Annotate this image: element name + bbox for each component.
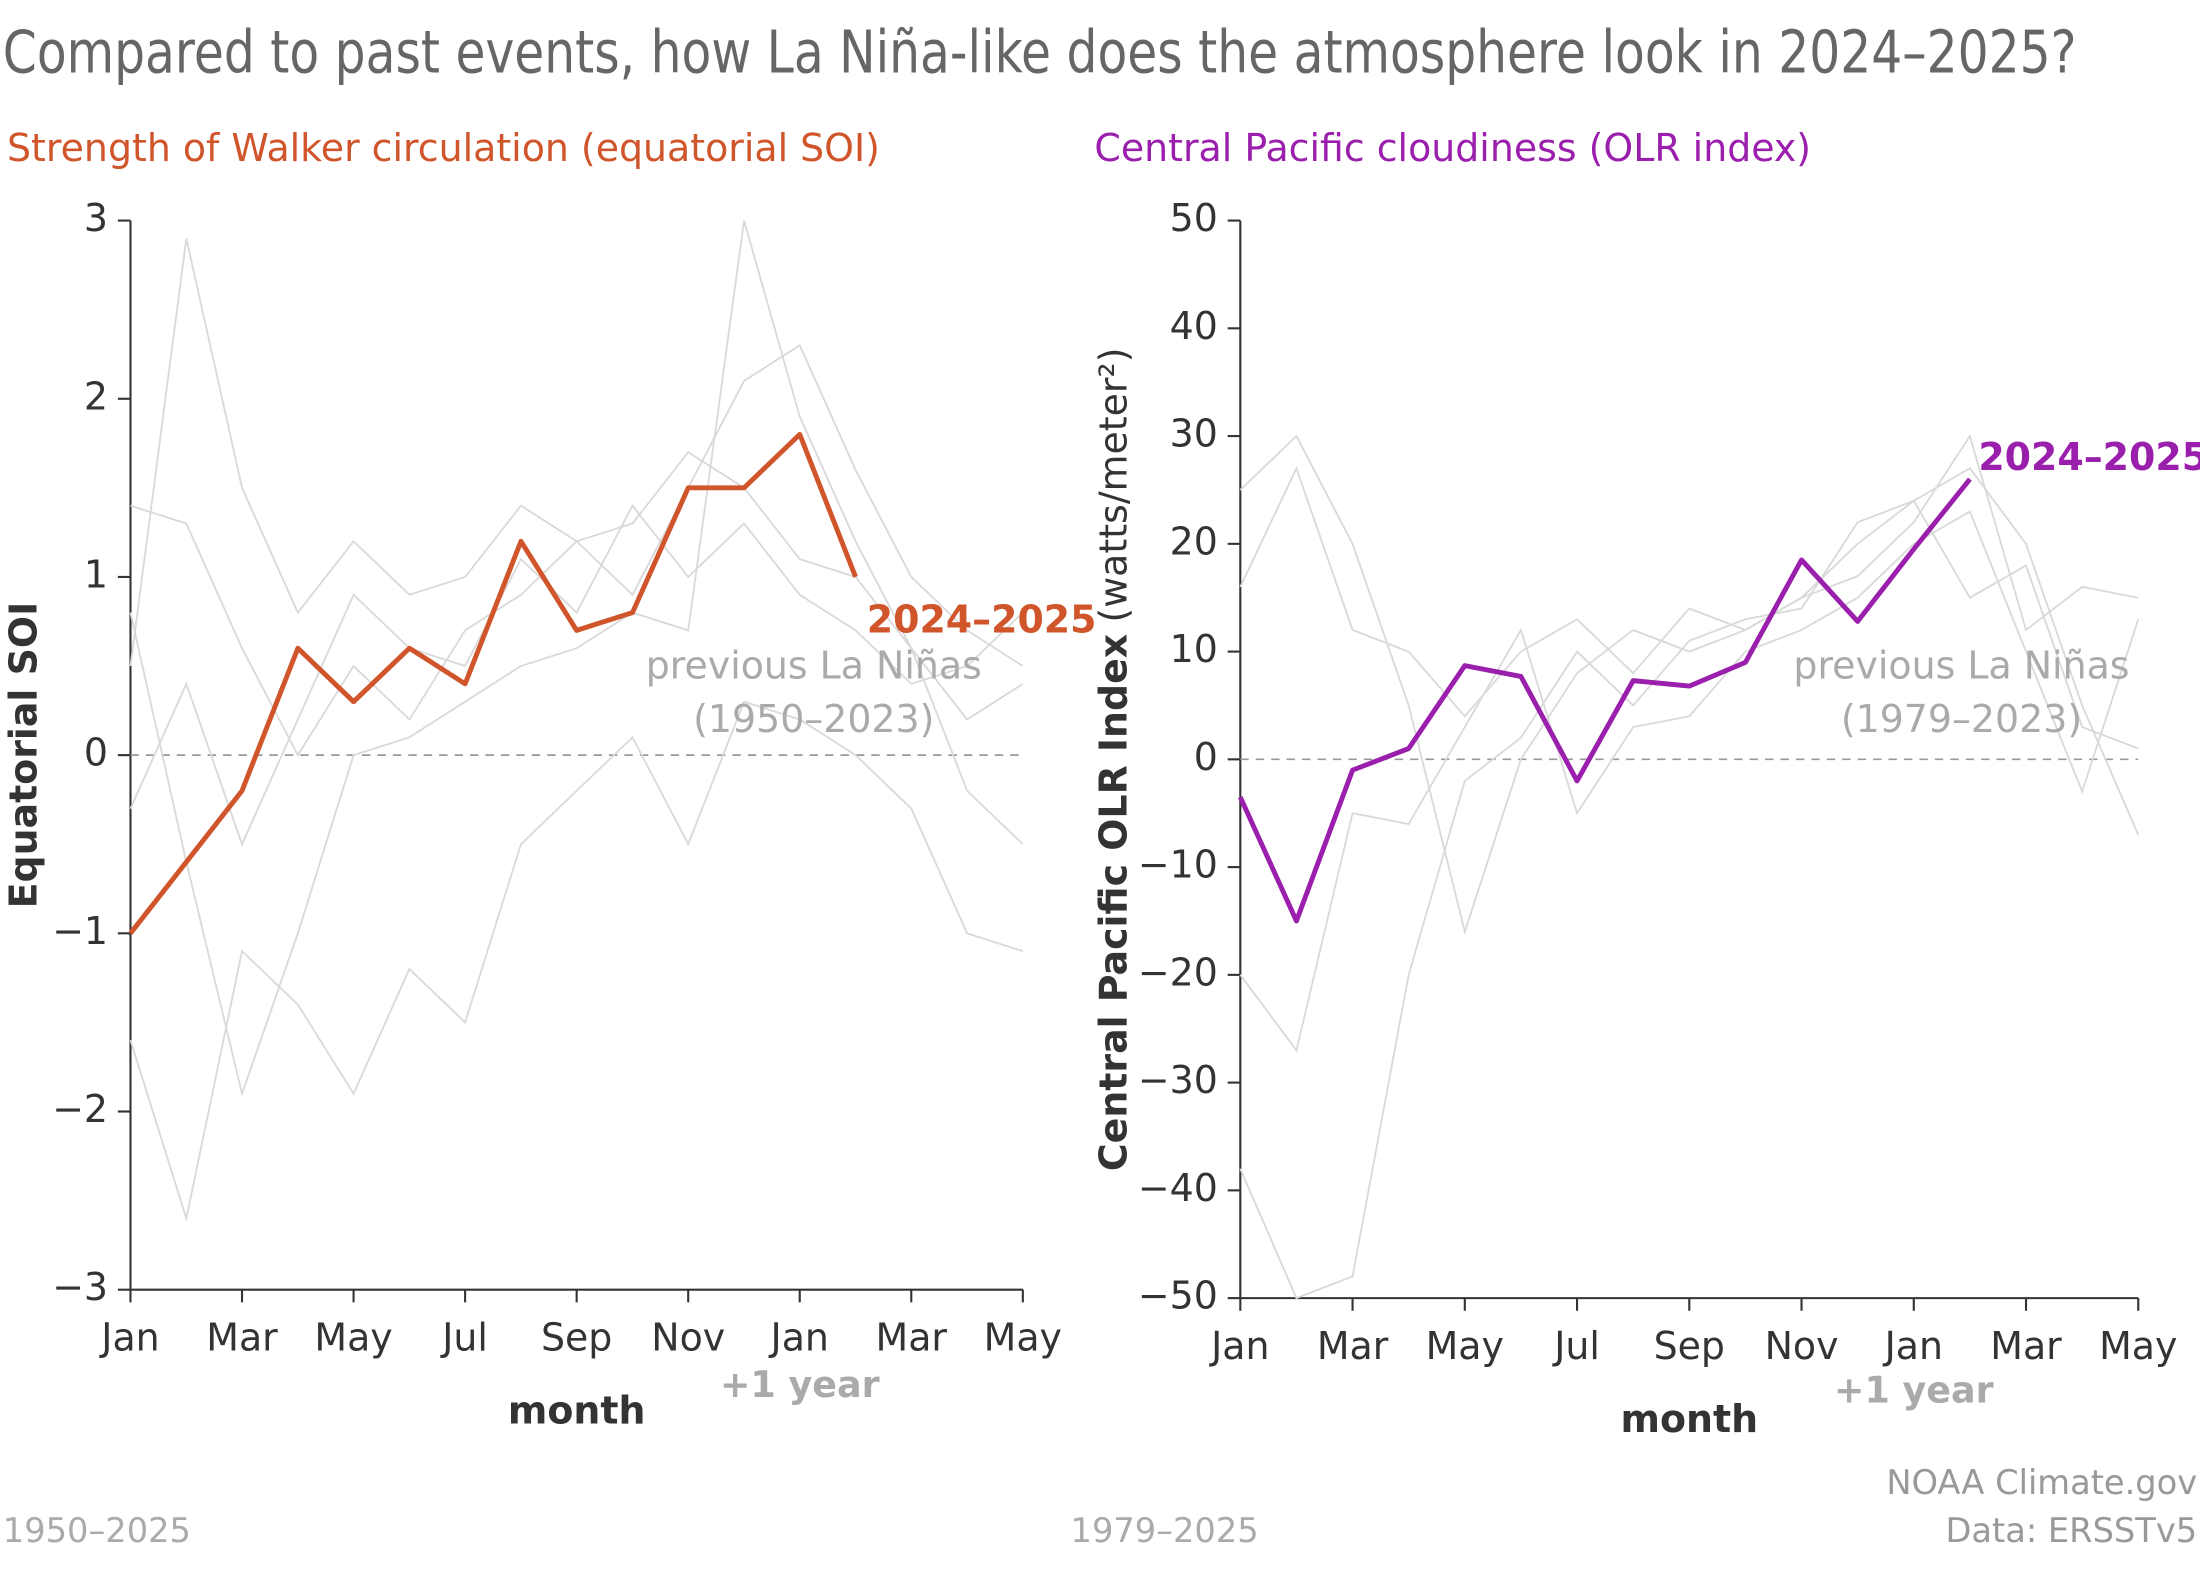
background-line [1239, 433, 2139, 936]
y-tick-label: 30 [1170, 412, 1218, 456]
x-tick-label: May [1426, 1324, 1504, 1368]
background-line [1239, 499, 2139, 1300]
annotation: (1950–2023) [693, 697, 934, 741]
y-tick-label: −1 [52, 909, 108, 953]
annotation: (1979–2023) [1841, 697, 2082, 741]
y-tick-label: 0 [84, 731, 108, 775]
background-line [129, 700, 1024, 1223]
y-tick-label: −30 [1138, 1058, 1218, 1102]
x-tick-label: Nov [1765, 1324, 1839, 1368]
x-tick-label: Jan [769, 1316, 829, 1360]
x-tick-label: Jan [1209, 1324, 1269, 1368]
y-tick-label: 50 [1170, 196, 1218, 240]
annotation: previous La Niñas [1793, 644, 2129, 688]
y-tick-label: 2 [84, 374, 108, 418]
chart-title: Strength of Walker circulation (equatori… [7, 126, 880, 170]
series-line [128, 431, 858, 935]
period: 1979–2025 [1071, 1511, 1259, 1550]
series-label: 2024–2025 [867, 597, 1097, 641]
y-tick-label: −20 [1138, 950, 1218, 994]
x-tick-label: Mar [206, 1316, 278, 1360]
page-title: Compared to past events, how La Niña-lik… [3, 18, 2077, 87]
y-tick-label: 3 [84, 196, 108, 240]
source: Data: ERSSTv5 [1946, 1511, 2198, 1550]
y-axis-title-part: (watts/meter²) [1091, 348, 1135, 623]
x-tick-label: Sep [541, 1316, 612, 1360]
x-tick-label: Nov [651, 1316, 725, 1360]
x-tick-label: Sep [1654, 1324, 1725, 1368]
x-tick-label: Mar [1990, 1324, 2062, 1368]
chart-title: Central Pacific cloudiness (OLR index) [1094, 126, 1811, 170]
x-tick-label: Jan [1883, 1324, 1943, 1368]
x-tick-label: May [314, 1316, 392, 1360]
background-line [1239, 465, 2140, 836]
background-line [129, 503, 1024, 847]
x-tick-label: Jan [99, 1316, 159, 1360]
y-tick-label: 1 [84, 552, 108, 596]
background-line [129, 220, 1024, 1097]
x-tick-label: Jul [440, 1316, 488, 1360]
x-axis-title: month [508, 1389, 646, 1433]
x-tick-label: May [984, 1316, 1062, 1360]
x-axis-title: month [1621, 1397, 1759, 1441]
x-tick-label: Jul [1552, 1324, 1600, 1368]
x-tick-label: Mar [1317, 1324, 1389, 1368]
background-line [130, 450, 1024, 757]
x-note: +1 year [1834, 1369, 1994, 1412]
x-note: +1 year [720, 1363, 880, 1406]
series-line [1238, 477, 1972, 924]
y-tick-label: 40 [1170, 304, 1218, 348]
y-axis-title: Central Pacific OLR Index (watts/meter²) [1091, 348, 1135, 1172]
y-tick-label: −10 [1138, 843, 1218, 887]
period: 1950–2025 [3, 1511, 191, 1550]
y-axis-title: Equatorial SOI [1, 602, 45, 909]
x-tick-label: May [2099, 1324, 2177, 1368]
annotation: previous La Niñas [646, 644, 982, 688]
series-label: 2024–2025 [1978, 435, 2200, 479]
y-tick-label: −40 [1138, 1166, 1218, 1210]
y-axis-title-part: Central Pacific OLR Index [1091, 634, 1135, 1171]
y-tick-label: 10 [1170, 627, 1218, 671]
y-tick-label: −2 [52, 1087, 108, 1131]
y-axis-title-part: Equatorial SOI [1, 602, 45, 909]
x-tick-label: Mar [876, 1316, 948, 1360]
source: NOAA Climate.gov [1886, 1463, 2197, 1502]
y-tick-label: 20 [1170, 519, 1218, 563]
y-tick-label: 0 [1194, 735, 1218, 779]
background-line [1239, 510, 2140, 1053]
y-tick-label: −50 [1138, 1274, 1218, 1318]
y-tick-label: −3 [52, 1265, 108, 1309]
